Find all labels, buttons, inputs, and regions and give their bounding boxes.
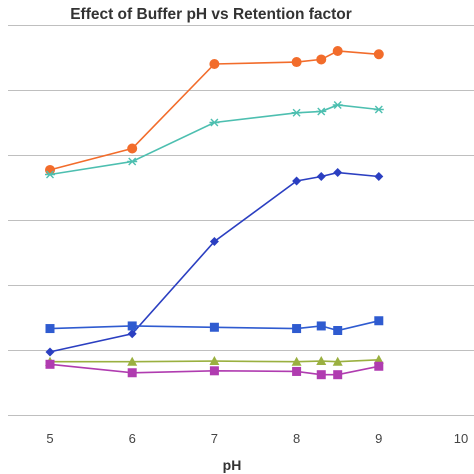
data-point-s4-1 [45,324,55,334]
data-point-s1-5 [316,54,327,65]
chart-title: Effect of Buffer pH vs Retention factor [70,6,352,23]
data-point-s4-3 [209,322,219,332]
data-point-s4-6 [333,326,343,335]
data-point-s6-4 [292,366,302,376]
data-point-s4-4 [292,324,302,334]
data-point-s2-6 [332,100,343,109]
data-point-s5-6 [332,356,343,366]
x-tick-label-9: 9 [375,431,382,446]
data-point-s2-4 [291,108,302,117]
data-point-s6-3 [209,366,219,376]
data-point-s2-7 [373,105,384,114]
x-axis-ticks: 5 6 7 8 9 10 [46,431,468,446]
data-point-s6-6 [333,370,343,380]
series-3 [45,168,384,357]
series-5 [45,354,384,366]
data-point-s5-3 [209,356,220,366]
data-point-s3-7 [374,171,384,181]
x-tick-label-6: 6 [129,431,136,446]
series-line-2 [49,104,379,176]
series-1 [45,46,384,175]
data-point-s1-7 [373,49,384,60]
data-point-s5-4 [291,356,302,366]
data-point-s3-2 [127,329,137,339]
data-point-s6-2 [127,368,137,378]
series-6 [45,359,384,380]
data-point-s6-7 [374,361,384,371]
series-2 [45,100,384,179]
data-point-s3-4 [292,176,302,186]
x-tick-label-5: 5 [46,431,53,446]
data-point-s1-6 [332,46,343,56]
x-tick-label-10: 10 [454,431,468,446]
data-point-s4-5 [316,321,326,331]
data-point-s4-7 [374,316,384,326]
series-4 [45,316,384,335]
data-point-s3-3 [209,236,219,246]
data-point-s2-1 [45,170,55,179]
data-point-s4-2 [127,321,137,331]
data-point-s5-2 [127,356,138,366]
x-axis-label: pH [223,457,242,473]
data-point-s6-5 [316,370,326,380]
plot-area [45,46,384,380]
data-point-s5-7 [373,354,384,364]
x-tick-label-7: 7 [211,431,218,446]
data-point-s3-1 [45,347,55,357]
data-point-s3-6 [333,168,343,178]
gridlines [8,25,474,416]
data-point-s2-3 [209,118,220,127]
data-point-s1-3 [209,59,220,69]
data-point-s5-5 [316,356,327,366]
data-point-s1-4 [291,57,302,68]
data-point-s6-1 [45,359,55,369]
data-point-s1-2 [127,143,138,154]
data-point-s3-5 [316,171,326,181]
data-point-s2-2 [127,157,138,166]
x-tick-label-8: 8 [293,431,300,446]
data-point-s2-5 [316,107,327,116]
